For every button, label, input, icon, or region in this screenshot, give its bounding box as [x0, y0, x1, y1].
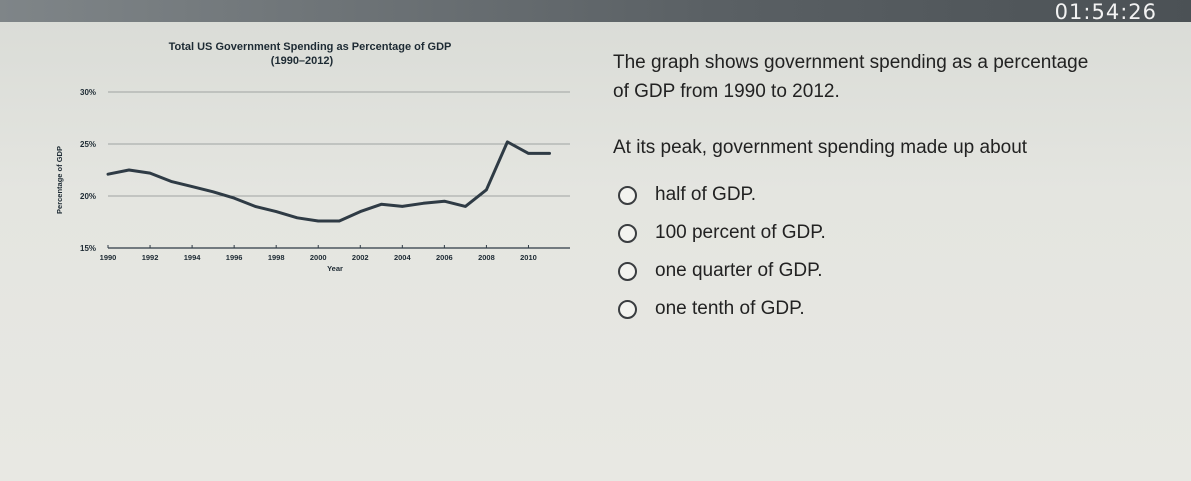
option-c[interactable]: one quarter of GDP.: [618, 252, 826, 290]
radio-button-icon[interactable]: [618, 185, 637, 205]
series-line: [106, 140, 551, 223]
data-point: [148, 171, 152, 175]
answer-options: half of GDP. 100 percent of GDP. one qua…: [618, 176, 826, 328]
data-point: [359, 210, 362, 213]
data-point: [211, 190, 215, 194]
x-tick-label: 1994: [184, 253, 202, 262]
x-tick-label: 2010: [520, 253, 537, 262]
y-tick-label: 15%: [80, 244, 96, 253]
data-point: [232, 196, 236, 200]
radio-button-icon[interactable]: [618, 223, 637, 243]
option-label: half of GDP.: [655, 184, 757, 205]
x-tick-label: 1990: [100, 253, 117, 262]
option-b[interactable]: 100 percent of GDP.: [618, 214, 826, 252]
countdown-timer: 01:54:26: [1054, 0, 1157, 24]
data-point: [464, 205, 467, 208]
x-axis-label: Year: [327, 264, 343, 273]
data-point: [169, 180, 173, 183]
data-point: [485, 188, 488, 191]
x-tick-label: 2000: [310, 253, 327, 262]
x-tick-label: 1998: [268, 253, 285, 262]
data-point: [274, 210, 278, 213]
question-stem: The graph shows government spending as a…: [613, 48, 1173, 162]
question-prompt: At its peak, government spending made up…: [613, 137, 1028, 158]
data-point: [253, 205, 257, 208]
data-point: [422, 202, 425, 205]
radio-button-icon[interactable]: [618, 261, 637, 281]
line-chart: Total US Government Spending as Percenta…: [55, 41, 570, 273]
data-point: [296, 216, 299, 220]
x-tick-label: 2006: [436, 253, 453, 262]
question-text-line1: The graph shows government spending as a…: [613, 52, 1089, 73]
data-point: [443, 200, 446, 203]
y-axis-label: Percentage of GDP: [55, 146, 64, 214]
option-label: one tenth of GDP.: [655, 298, 805, 319]
chart-subtitle: (1990–2012): [271, 55, 334, 67]
x-tick-label: 2004: [394, 253, 412, 262]
question-text-line2: of GDP from 1990 to 2012.: [613, 81, 840, 102]
y-tick-label: 20%: [80, 192, 96, 201]
y-tick-label: 25%: [80, 140, 96, 149]
radio-button-icon[interactable]: [618, 299, 637, 319]
option-label: one quarter of GDP.: [655, 260, 823, 281]
data-point: [127, 168, 131, 172]
option-label: 100 percent of GDP.: [655, 222, 826, 243]
x-tick-label: 2008: [478, 253, 495, 262]
y-tick-label: 30%: [80, 88, 96, 97]
data-point: [401, 205, 404, 208]
data-point: [338, 219, 341, 223]
data-point: [506, 140, 509, 144]
data-point: [106, 172, 110, 176]
data-point: [317, 219, 320, 223]
data-point: [548, 152, 551, 155]
x-tick-label: 1992: [142, 253, 159, 262]
option-a[interactable]: half of GDP.: [618, 176, 826, 214]
data-point: [527, 152, 530, 155]
top-bar: 01:54:26: [0, 0, 1191, 24]
x-tick-label: 1996: [226, 253, 243, 262]
data-point: [190, 185, 194, 188]
chart-title: Total US Government Spending as Percenta…: [169, 41, 452, 53]
data-point: [380, 203, 383, 206]
x-tick-label: 2002: [352, 253, 369, 262]
option-d[interactable]: one tenth of GDP.: [618, 290, 826, 328]
